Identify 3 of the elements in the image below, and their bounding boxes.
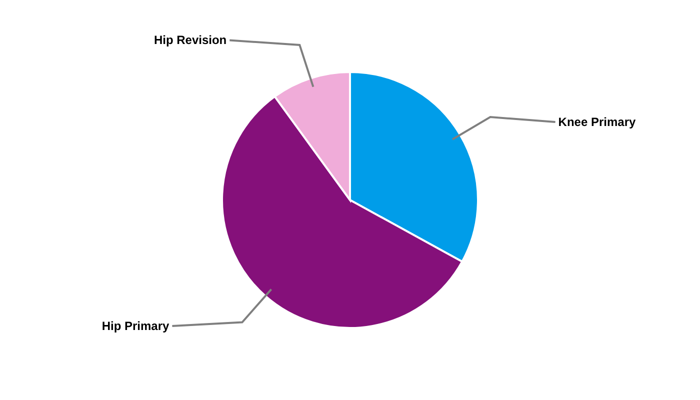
- slice-label: Hip Primary: [102, 319, 170, 334]
- slice-label: Knee Primary: [558, 115, 636, 130]
- slice-label: Hip Revision: [154, 33, 227, 48]
